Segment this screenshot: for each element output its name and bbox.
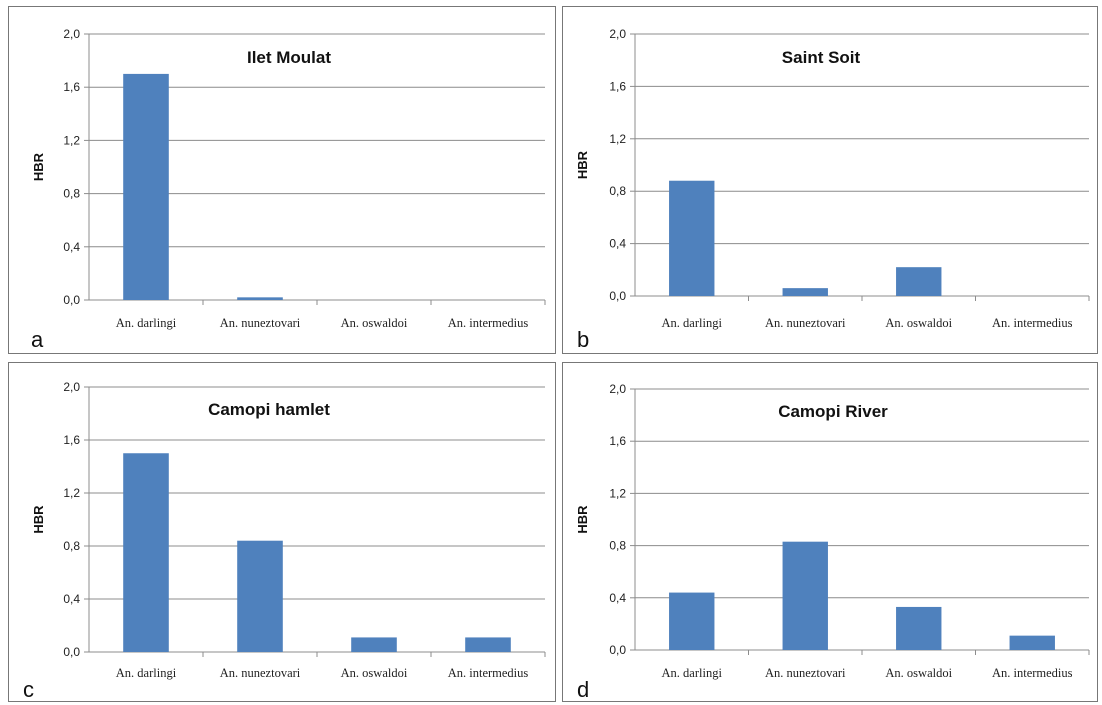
x-tick-label: An. nuneztovari [220,316,301,330]
y-tick-label: 1,2 [609,486,626,500]
bar [782,541,828,650]
y-tick-label: 2,0 [609,382,626,396]
y-tick-label: 0,4 [609,591,626,605]
y-tick-label: 0,0 [609,289,626,303]
y-tick-label: 1,2 [63,133,80,147]
chart-panel-a: 0,0 0,4 0,8 1,2 1,6 2,0 An. darlingi An. nunezt… [8,6,556,354]
bar [669,592,715,650]
x-tick-label: An. intermedius [992,666,1073,680]
y-tick-label: 1,2 [609,132,626,146]
bar-chart: 0,0 0,4 0,8 1,2 1,6 2,0 An. darlingi An. nunezt… [575,27,1090,352]
y-tick-label: 1,6 [63,80,80,94]
x-tick-label: An. oswaldoi [885,666,952,680]
x-tick-label: An. darlingi [116,316,177,330]
y-tick-label: 0,8 [63,539,80,553]
y-tick-label: 2,0 [609,27,626,41]
bar [123,453,169,652]
y-tick-label: 1,2 [63,486,80,500]
chart-title: Camopi hamlet [208,400,330,419]
panel-letter: b [577,327,589,352]
x-tick-label: An. darlingi [116,666,177,680]
y-tick-label: 0,0 [63,645,80,659]
x-tick-label: An. nuneztovari [765,316,846,330]
x-tick-label: An. nuneztovari [220,666,301,680]
x-tick-label: An. intermedius [448,666,529,680]
bar [237,540,283,652]
x-tick-label: An. oswaldoi [885,316,952,330]
bar [669,180,715,296]
y-tick-label: 0,8 [63,187,80,201]
chart-title: Camopi River [778,402,888,421]
y-tick-label: 1,6 [63,433,80,447]
x-tick-label: An. darlingi [662,316,723,330]
chart-title: Saint Soit [782,48,861,67]
y-axis-label: HBR [575,150,590,179]
panel-letter: d [577,677,589,702]
y-axis-label: HBR [31,505,46,534]
y-tick-label: 2,0 [63,380,80,394]
chart-panel-b: 0,0 0,4 0,8 1,2 1,6 2,0 An. darlingi An. nunezt… [562,6,1098,354]
x-tick-label: An. oswaldoi [341,666,408,680]
x-tick-label: An. intermedius [992,316,1073,330]
bar [351,637,397,652]
panel-letter: a [31,327,44,352]
chart-panel-d: 0,0 0,4 0,8 1,2 1,6 2,0 An. darlingi An. nunezt… [562,362,1098,702]
y-tick-label: 0,8 [609,184,626,198]
y-tick-label: 0,4 [63,240,80,254]
chart-title: Ilet Moulat [247,48,331,67]
y-tick-label: 1,6 [609,79,626,93]
bar-chart: 0,0 0,4 0,8 1,2 1,6 2,0 An. darlingi An. nunezt… [575,382,1090,702]
x-tick-label: An. intermedius [448,316,529,330]
panel-letter: c [23,677,34,702]
bar [782,288,828,296]
y-tick-label: 0,4 [63,592,80,606]
bar-chart: 0,0 0,4 0,8 1,2 1,6 2,0 An. darlingi An. nunezt… [23,380,546,702]
y-tick-label: 1,6 [609,434,626,448]
x-tick-label: An. oswaldoi [341,316,408,330]
y-tick-label: 0,4 [609,237,626,251]
chart-panel-c: 0,0 0,4 0,8 1,2 1,6 2,0 An. darlingi An. nunezt… [8,362,556,702]
x-tick-label: An. nuneztovari [765,666,846,680]
bar [1009,635,1055,650]
y-axis-label: HBR [575,505,590,534]
y-tick-label: 0,0 [63,293,80,307]
bar [237,297,283,300]
y-tick-label: 0,0 [609,643,626,657]
y-tick-label: 2,0 [63,27,80,41]
bar [896,606,942,650]
bar-chart: 0,0 0,4 0,8 1,2 1,6 2,0 An. darlingi An. nunezt… [31,27,546,352]
bar [123,73,169,301]
bar [896,267,942,296]
y-axis-label: HBR [31,152,46,181]
bar [465,637,511,652]
x-tick-label: An. darlingi [662,666,723,680]
y-tick-label: 0,8 [609,539,626,553]
